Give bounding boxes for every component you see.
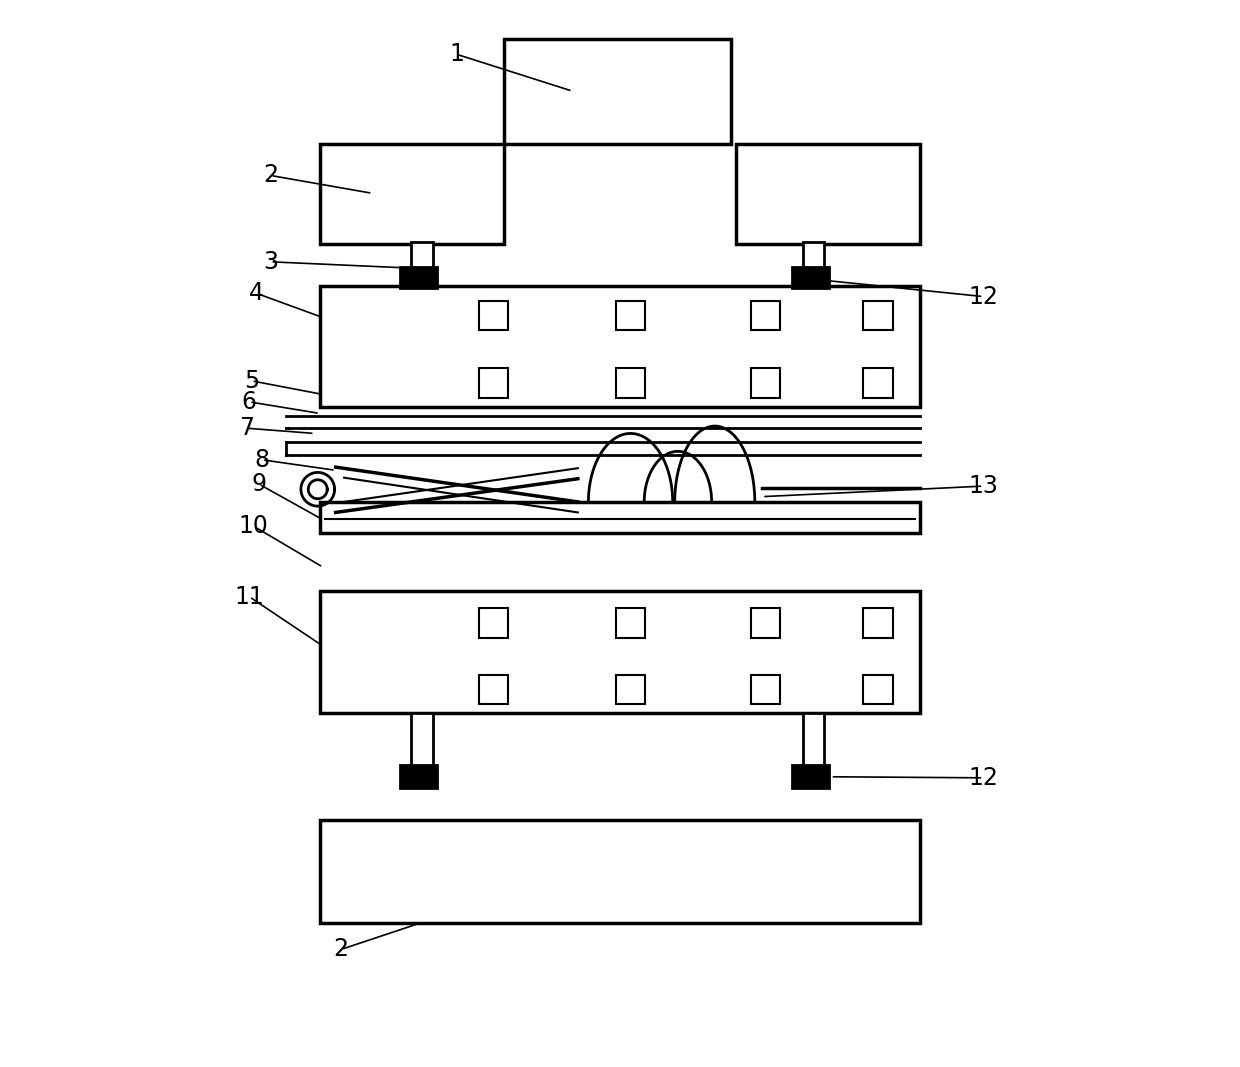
Bar (750, 674, 780, 704)
Text: 2: 2 (334, 938, 348, 961)
Text: 3: 3 (263, 250, 278, 274)
Bar (804, 242, 825, 268)
Bar (320, 819, 920, 923)
Bar (616, 368, 645, 398)
Bar (750, 368, 780, 398)
Bar (791, 765, 828, 789)
Bar (735, 144, 920, 244)
Bar (479, 608, 508, 638)
Text: 13: 13 (968, 474, 998, 498)
Bar (479, 301, 508, 331)
Bar (320, 591, 920, 713)
Bar (399, 267, 436, 288)
Text: 2: 2 (263, 163, 278, 188)
Text: 1: 1 (449, 43, 464, 66)
Bar (863, 368, 893, 398)
Text: 9: 9 (252, 472, 267, 496)
Text: 11: 11 (234, 585, 264, 608)
Text: 4: 4 (249, 282, 264, 305)
Bar (320, 501, 920, 534)
Bar (399, 765, 436, 789)
Text: 8: 8 (254, 448, 269, 472)
Bar (863, 301, 893, 331)
Bar (479, 674, 508, 704)
Bar (479, 368, 508, 398)
Text: 10: 10 (238, 514, 268, 538)
Bar (863, 608, 893, 638)
Bar (412, 242, 433, 268)
Bar (616, 674, 645, 704)
Bar (791, 267, 828, 288)
Text: 7: 7 (238, 416, 254, 441)
Bar (750, 608, 780, 638)
Bar (505, 38, 730, 144)
Bar (412, 713, 433, 767)
Bar (320, 286, 920, 408)
Text: 5: 5 (244, 369, 259, 393)
Bar (320, 144, 505, 244)
Bar (616, 608, 645, 638)
Text: 12: 12 (968, 766, 998, 790)
Text: 6: 6 (242, 389, 257, 414)
Text: 12: 12 (968, 285, 998, 308)
Bar (863, 674, 893, 704)
Bar (804, 713, 825, 767)
Bar (750, 301, 780, 331)
Bar (616, 301, 645, 331)
